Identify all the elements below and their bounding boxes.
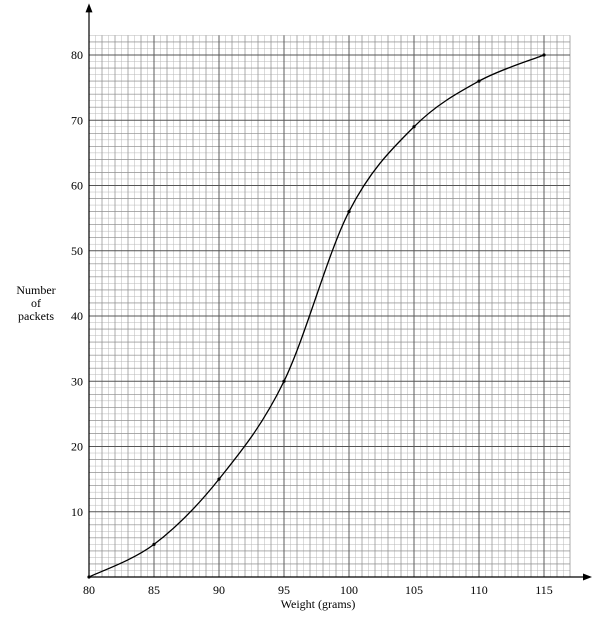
axes bbox=[85, 3, 592, 581]
y-tick-label: 50 bbox=[71, 244, 83, 258]
y-axis-arrow-icon bbox=[85, 3, 93, 13]
data-point bbox=[282, 379, 286, 383]
y-tick-label: 40 bbox=[71, 309, 83, 323]
y-axis-label-line-2: of bbox=[31, 296, 41, 310]
data-point bbox=[87, 575, 91, 579]
x-tick-label: 100 bbox=[340, 583, 358, 597]
x-tick-label: 90 bbox=[213, 583, 225, 597]
x-axis-arrow-icon bbox=[583, 573, 592, 581]
data-point bbox=[347, 210, 351, 214]
data-point bbox=[152, 542, 156, 546]
x-tick-label: 105 bbox=[405, 583, 423, 597]
x-tick-label: 110 bbox=[470, 583, 488, 597]
y-tick-label: 20 bbox=[71, 440, 83, 454]
axis-titles: Weight (grams) Number of packets bbox=[16, 283, 355, 611]
cumulative-frequency-curve bbox=[88, 54, 545, 578]
x-tick-label: 95 bbox=[278, 583, 290, 597]
minor-grid bbox=[88, 35, 571, 578]
x-tick-label: 115 bbox=[535, 583, 553, 597]
y-tick-label: 80 bbox=[71, 48, 83, 62]
y-tick-label: 30 bbox=[71, 374, 83, 388]
tick-labels: 80 85 90 95 100 105 110 115 10 20 30 40 50 60 70 80 bbox=[71, 48, 553, 597]
x-axis-label: Weight (grams) bbox=[281, 597, 356, 611]
data-point bbox=[477, 79, 481, 83]
y-axis-label-line-1: Number bbox=[16, 283, 55, 297]
y-axis-label-line-3: packets bbox=[18, 309, 54, 323]
data-point bbox=[412, 125, 416, 129]
data-point bbox=[217, 477, 221, 481]
y-tick-label: 10 bbox=[71, 505, 83, 519]
data-point bbox=[542, 53, 546, 57]
y-tick-label: 70 bbox=[71, 113, 83, 127]
x-tick-label: 85 bbox=[148, 583, 160, 597]
data-series bbox=[87, 53, 546, 579]
y-tick-label: 60 bbox=[71, 179, 83, 193]
x-tick-label: 80 bbox=[83, 583, 95, 597]
